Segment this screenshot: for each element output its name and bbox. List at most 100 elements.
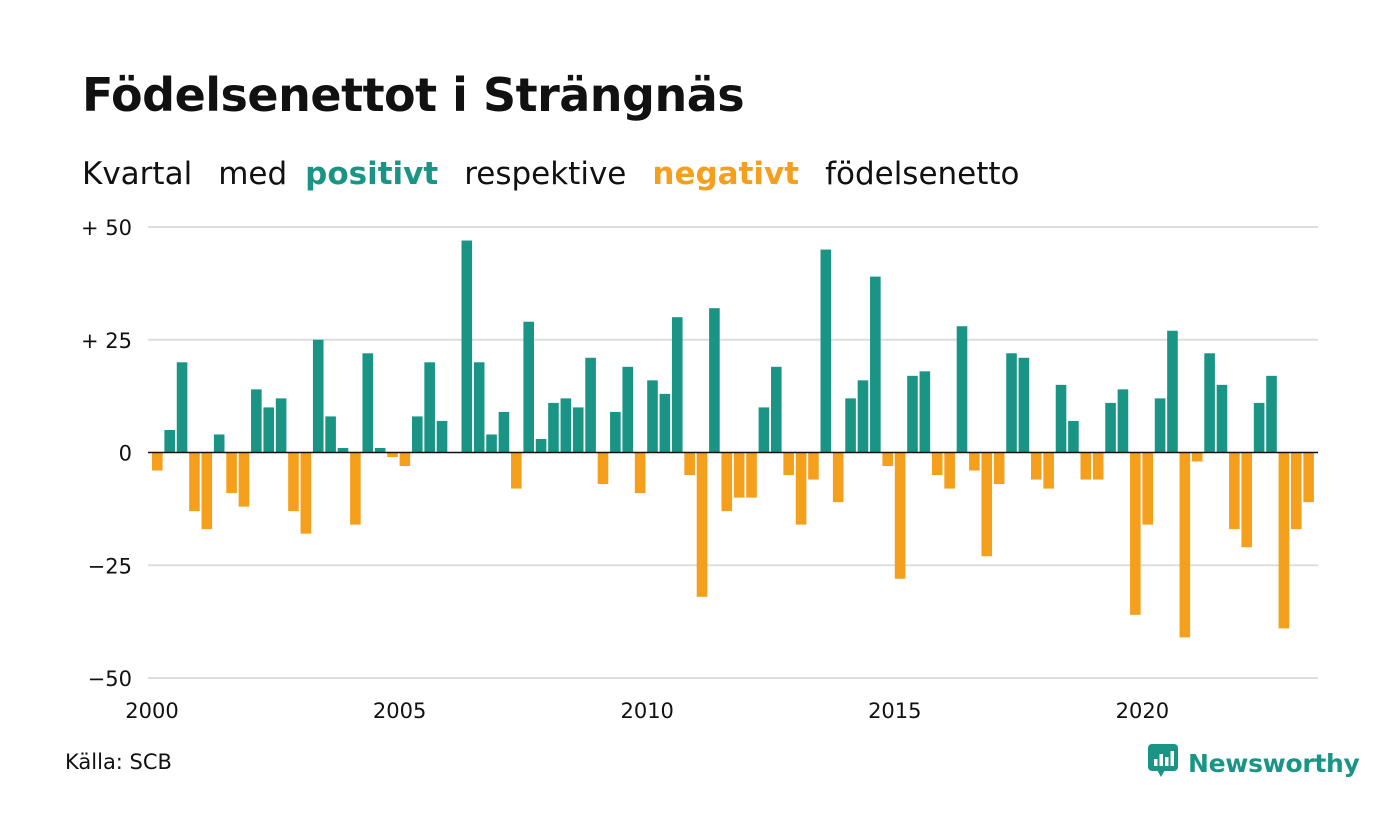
subtitle-word-med: med [218, 156, 288, 192]
bar [597, 452, 609, 485]
bar [176, 362, 188, 453]
chart-subtitle: Kvartal med positivt respektive negativt föde… [82, 156, 1046, 192]
bar [226, 452, 237, 494]
bar [461, 240, 473, 453]
brand-logo: Newsworthy [1148, 744, 1360, 782]
bar [832, 452, 844, 503]
bar [325, 416, 336, 453]
y-tick-label: 0 [119, 442, 132, 466]
bar [1043, 452, 1054, 489]
y-tick-label: −25 [88, 554, 132, 578]
bar [647, 380, 658, 453]
bar [659, 393, 671, 453]
bar [894, 452, 906, 579]
bar [337, 447, 349, 453]
bar [808, 452, 819, 480]
bar [164, 429, 175, 453]
bar [1068, 420, 1079, 453]
bar [350, 452, 361, 525]
bar [1303, 452, 1314, 503]
bar [399, 452, 411, 467]
bar [733, 452, 745, 498]
brand-name: Newsworthy [1188, 748, 1360, 778]
bar [213, 434, 225, 453]
bar [1117, 389, 1129, 453]
bar [1154, 398, 1166, 453]
bar [746, 452, 757, 498]
bar [1092, 452, 1104, 480]
bar [238, 452, 250, 507]
bar [956, 326, 968, 453]
bar [560, 398, 572, 453]
y-tick-label: −50 [88, 667, 132, 691]
bar [1030, 452, 1042, 480]
bar [981, 452, 993, 557]
bar [275, 398, 287, 453]
bar [634, 452, 646, 494]
bar [783, 452, 794, 476]
bar [535, 438, 547, 453]
subtitle-negative-label: negativt [652, 156, 800, 192]
bar [1080, 452, 1092, 480]
bar [709, 308, 720, 453]
bar [201, 452, 213, 530]
bar [1167, 330, 1178, 453]
bar [870, 276, 881, 453]
bar [1253, 402, 1265, 453]
bar [1290, 452, 1302, 530]
bar [696, 452, 708, 597]
bar [251, 389, 262, 453]
bar [721, 452, 733, 512]
bar [919, 371, 931, 453]
bar [684, 452, 695, 476]
grid-lines [148, 226, 1318, 679]
bar [1204, 353, 1215, 453]
bar [312, 339, 324, 453]
bar [857, 380, 869, 453]
bar [152, 452, 163, 471]
x-tick-label: 2020 [1116, 699, 1169, 723]
bar-chart-speech-bubble-icon [1148, 744, 1178, 782]
bar [511, 452, 522, 489]
bar [387, 452, 398, 458]
source-note: Källa: SCB [65, 750, 172, 774]
bar [1105, 402, 1116, 453]
subtitle-word-fodelsenetto: födelsenetto [825, 156, 1020, 192]
bar [473, 362, 485, 453]
bar [1055, 384, 1067, 453]
bar [1278, 452, 1290, 629]
bar [362, 353, 374, 453]
y-tick-label: + 25 [81, 329, 132, 353]
bar [1142, 452, 1153, 525]
x-tick-label: 2010 [620, 699, 673, 723]
bar [944, 452, 955, 489]
bar [758, 407, 770, 453]
bar [820, 249, 832, 453]
bar [931, 452, 943, 476]
bar [969, 452, 980, 471]
subtitle-word-respektive: respektive [464, 156, 627, 192]
bar [1179, 452, 1191, 638]
bar [993, 452, 1005, 485]
x-tick-label: 2005 [373, 699, 426, 723]
bar [795, 452, 807, 525]
x-tick-label: 2000 [125, 699, 178, 723]
bar [771, 366, 782, 453]
bar [1229, 452, 1240, 530]
bar [300, 452, 312, 534]
bar [622, 366, 634, 453]
x-tick-label: 2015 [868, 699, 921, 723]
bar [671, 317, 683, 453]
bar [585, 357, 596, 453]
bar [498, 411, 510, 453]
y-axis-ticks: + 50 + 25 0 −25 −50 [81, 216, 132, 691]
bar [436, 420, 448, 453]
bar [374, 447, 386, 453]
bar [288, 452, 299, 512]
bar [189, 452, 200, 512]
bar [907, 375, 918, 453]
bar [845, 398, 856, 453]
bar [1191, 452, 1203, 462]
bar [411, 416, 423, 453]
